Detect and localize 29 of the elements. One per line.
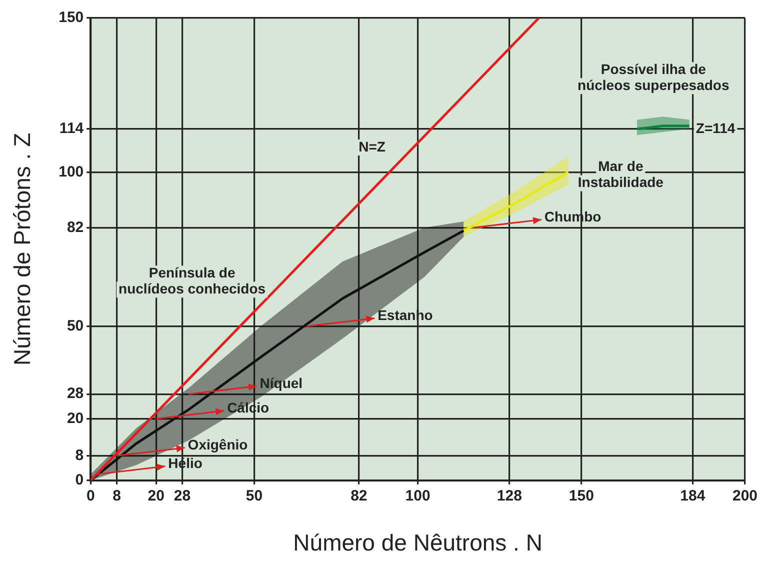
annotation: Mar de Instabilidade: [578, 158, 664, 190]
y-tick-label: 150: [58, 9, 84, 26]
annotation: Península de nuclídeos conhecidos: [118, 264, 266, 296]
x-tick-label: 128: [496, 488, 522, 505]
y-tick-label: 8: [75, 446, 84, 464]
y-tick-label: 114: [59, 120, 84, 138]
y-tick-label: 100: [58, 163, 84, 180]
x-tick-label: 150: [568, 488, 594, 505]
y-tick-label: 50: [66, 317, 84, 334]
x-tick-label: 184: [680, 488, 706, 505]
x-tick-label: 0: [86, 488, 95, 505]
x-tick-label: 50: [246, 488, 263, 505]
y-tick-label: 28: [66, 385, 84, 402]
x-tick-label: 100: [405, 488, 430, 505]
x-tick-label: 20: [148, 488, 164, 505]
x-tick-label: 82: [350, 488, 368, 505]
annotation: Z=114: [696, 120, 736, 136]
y-tick-label: 0: [75, 472, 84, 489]
x-tick-label: 200: [732, 488, 758, 505]
annotation: Níquel: [260, 374, 303, 391]
annotation: N=Z: [358, 138, 386, 154]
y-tick-label: 20: [66, 410, 84, 427]
x-tick-label: 8: [112, 488, 121, 505]
annotation: Oxigênio: [188, 436, 248, 453]
x-axis-title: Número de Nêutrons . N: [293, 530, 542, 556]
y-tick-label: 82: [66, 218, 84, 236]
y-axis-title: Número de Prótons . Z: [9, 132, 36, 366]
x-tick-label: 28: [174, 488, 191, 505]
annotation: Possível ilha de núcleos superpesados: [578, 60, 730, 93]
